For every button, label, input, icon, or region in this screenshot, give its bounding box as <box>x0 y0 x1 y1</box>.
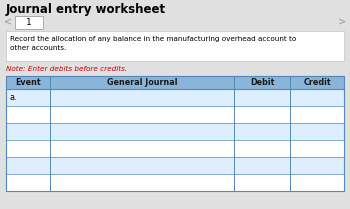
Text: a.: a. <box>9 93 16 102</box>
Bar <box>6 31 344 61</box>
Bar <box>6 76 344 191</box>
Bar <box>6 89 344 106</box>
Text: General Journal: General Journal <box>107 78 177 87</box>
Text: Journal entry worksheet: Journal entry worksheet <box>6 3 166 15</box>
Text: Note: Enter debits before credits.: Note: Enter debits before credits. <box>6 66 127 72</box>
Bar <box>6 174 344 191</box>
Text: Record the allocation of any balance in the manufacturing overhead account to
ot: Record the allocation of any balance in … <box>10 36 296 51</box>
Bar <box>6 123 344 140</box>
Text: Debit: Debit <box>250 78 274 87</box>
Text: Event: Event <box>15 78 41 87</box>
Text: Credit: Credit <box>303 78 331 87</box>
Bar <box>6 140 344 157</box>
Bar <box>15 16 43 29</box>
Text: <: < <box>4 17 12 27</box>
Bar <box>6 157 344 174</box>
Bar <box>6 76 344 89</box>
Text: 1: 1 <box>26 18 32 27</box>
Text: >: > <box>338 17 346 27</box>
Bar <box>6 106 344 123</box>
